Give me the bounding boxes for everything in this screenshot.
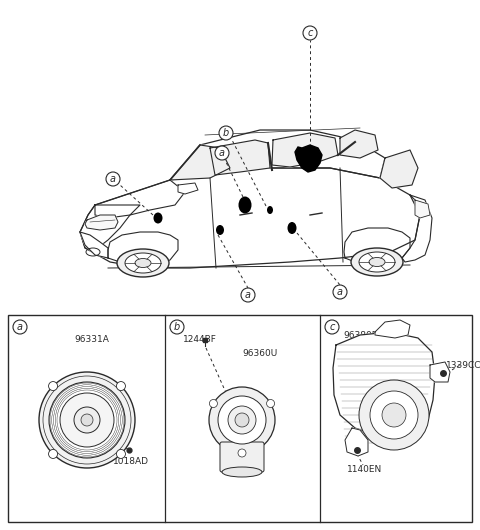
Ellipse shape [154, 213, 163, 224]
Ellipse shape [359, 252, 395, 272]
Circle shape [370, 391, 418, 439]
Circle shape [303, 26, 317, 40]
Ellipse shape [288, 222, 297, 234]
Polygon shape [85, 215, 118, 230]
Ellipse shape [125, 253, 161, 273]
Ellipse shape [222, 467, 262, 477]
Polygon shape [295, 145, 322, 172]
Circle shape [117, 382, 125, 391]
Polygon shape [95, 180, 185, 218]
Ellipse shape [117, 249, 169, 277]
Text: 1018AD: 1018AD [113, 457, 149, 466]
Text: 96331A: 96331A [74, 334, 109, 343]
FancyBboxPatch shape [220, 442, 264, 472]
Text: a: a [17, 322, 23, 332]
Polygon shape [108, 232, 178, 265]
Text: a: a [219, 148, 225, 158]
Circle shape [228, 406, 256, 434]
Polygon shape [430, 362, 450, 382]
Ellipse shape [216, 225, 224, 235]
Text: 96380D: 96380D [343, 331, 379, 340]
Polygon shape [178, 183, 198, 194]
Circle shape [266, 400, 275, 408]
Polygon shape [415, 200, 430, 218]
Text: b: b [223, 128, 229, 138]
Polygon shape [345, 428, 368, 456]
Circle shape [325, 320, 339, 334]
Polygon shape [170, 145, 230, 180]
Circle shape [48, 382, 58, 391]
Circle shape [74, 407, 100, 433]
Circle shape [235, 413, 249, 427]
Circle shape [382, 403, 406, 427]
Text: a: a [337, 287, 343, 297]
Ellipse shape [239, 197, 252, 214]
Polygon shape [210, 140, 270, 175]
Ellipse shape [351, 248, 403, 276]
Polygon shape [170, 130, 385, 180]
Circle shape [215, 146, 229, 160]
Ellipse shape [369, 258, 385, 267]
Polygon shape [344, 228, 410, 265]
Circle shape [39, 372, 135, 468]
Circle shape [209, 387, 275, 453]
Polygon shape [402, 195, 432, 262]
Bar [8, 315, 472, 522]
Text: c: c [307, 28, 312, 38]
Circle shape [81, 414, 93, 426]
Circle shape [117, 449, 125, 458]
Polygon shape [333, 332, 435, 438]
Ellipse shape [267, 206, 273, 214]
Circle shape [48, 449, 58, 458]
Text: 1244BF: 1244BF [183, 334, 217, 343]
Circle shape [218, 396, 266, 444]
Circle shape [238, 449, 246, 457]
Circle shape [49, 382, 125, 458]
Text: 96360U: 96360U [242, 349, 277, 358]
Circle shape [106, 172, 120, 186]
Circle shape [13, 320, 27, 334]
Text: 1140EN: 1140EN [348, 465, 383, 474]
Ellipse shape [135, 259, 151, 268]
Circle shape [170, 320, 184, 334]
Circle shape [60, 393, 114, 447]
Circle shape [359, 380, 429, 450]
Polygon shape [80, 205, 140, 250]
Polygon shape [380, 150, 418, 188]
Text: b: b [174, 322, 180, 332]
Text: 1339CC: 1339CC [446, 360, 480, 369]
Text: a: a [110, 174, 116, 184]
Circle shape [209, 400, 217, 408]
Polygon shape [80, 168, 420, 268]
Polygon shape [340, 130, 378, 158]
Circle shape [219, 126, 233, 140]
Polygon shape [375, 320, 410, 338]
Circle shape [241, 288, 255, 302]
Text: c: c [329, 322, 335, 332]
Text: a: a [245, 290, 251, 300]
Circle shape [333, 285, 347, 299]
Polygon shape [80, 232, 108, 258]
Polygon shape [272, 133, 338, 167]
